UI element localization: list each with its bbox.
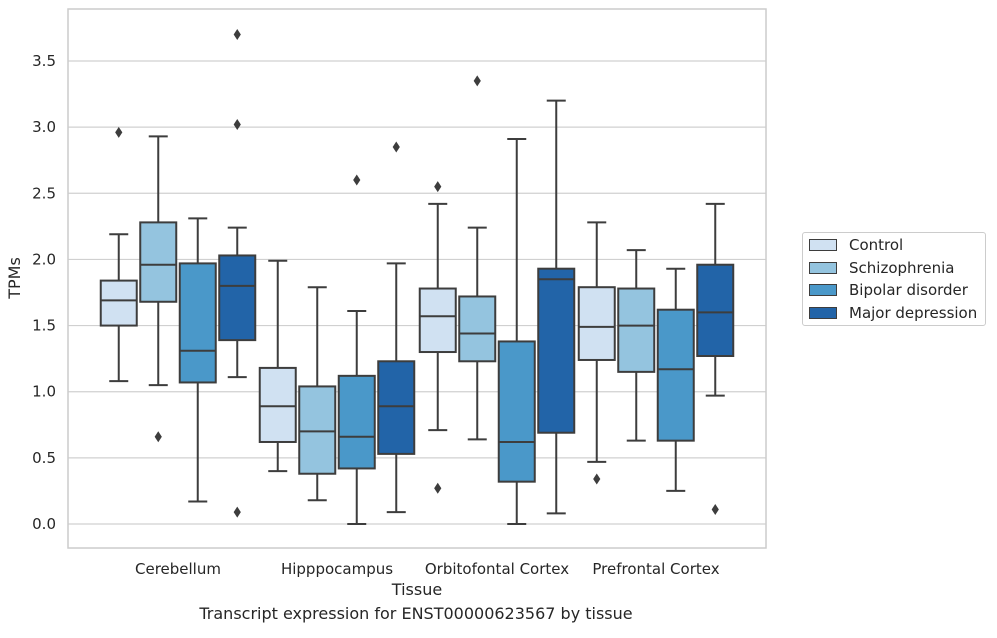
legend-label-control: Control [849,236,904,254]
legend-item-major-depression: Major depression [809,302,977,324]
box-0-0 [99,126,138,383]
legend-item-bipolar-disorder: Bipolar disorder [809,279,968,301]
outlier-point [233,506,241,518]
y-tick-labels: 0.0 0.5 1.0 1.5 2.0 2.5 3.0 3.5 [32,52,56,533]
box-body [99,279,138,327]
x-tick-label: Cerebellum [135,560,221,578]
box-2-0 [178,217,217,503]
box-3-0 [218,29,257,518]
y-tick-label: 2.5 [32,184,56,202]
boxes [99,29,735,525]
box-0-1 [258,259,297,473]
y-tick-label: 0.5 [32,449,56,467]
legend-item-control: Control [809,234,903,256]
y-tick-label: 2.0 [32,250,56,268]
box-body [577,286,616,361]
box-body [139,221,178,303]
box-0-3 [577,221,616,485]
box-body [497,340,536,483]
box-body [258,366,297,443]
outlier-point [593,473,601,485]
box-3-3 [696,202,735,515]
box-3-2 [537,99,576,515]
legend-swatch-bipolar-disorder [809,284,837,296]
box-body [337,374,376,470]
legend-swatch-schizophrenia [809,262,837,274]
plot-frame [67,8,767,549]
box-2-1 [337,174,376,525]
box-body [178,262,217,384]
box-1-0 [139,135,178,443]
outlier-point [154,431,162,443]
x-tick-labels: Cerebellum Hipppocampus Orbitofontal Corte… [135,560,720,578]
outlier-point [353,174,361,186]
y-tick-label: 3.0 [32,118,56,136]
x-tick-label: Hipppocampus [281,560,393,578]
box-body [418,287,457,354]
figure-caption: Transcript expression for ENST0000062356… [199,604,633,623]
outlier-point [233,118,241,130]
box-1-2 [458,75,497,441]
box-2-2 [497,138,536,525]
outlier-point [115,126,123,138]
box-body [696,263,735,357]
y-tick-label: 1.0 [32,383,56,401]
y-tick-label: 1.5 [32,317,56,335]
legend-label-bipolar-disorder: Bipolar disorder [849,281,968,299]
outlier-point [392,141,400,153]
x-tick-label: Orbitofontal Cortex [425,560,569,578]
box-body [458,295,497,363]
box-body [656,308,695,442]
legend-label-schizophrenia: Schizophrenia [849,259,955,277]
box-body [617,287,656,373]
outlier-point [473,75,481,87]
legend-label-major-depression: Major depression [849,304,978,322]
box-1-1 [298,286,337,502]
box-0-2 [418,181,457,494]
y-axis-label: TPMs [5,257,24,300]
box-3-1 [377,141,416,514]
x-axis-label: Tissue [391,580,442,599]
x-tick-label: Prefrontal Cortex [592,560,719,578]
box-2-3 [656,267,695,492]
box-body [298,385,337,475]
outlier-point [233,29,241,41]
outlier-point [434,181,442,193]
box-body [218,254,257,342]
legend-item-schizophrenia: Schizophrenia [809,257,954,279]
outlier-point [711,503,719,515]
box-body [377,360,416,455]
outlier-point [434,482,442,494]
legend-swatch-major-depression [809,307,837,319]
legend: Control Schizophrenia Bipolar disorder M… [802,232,986,326]
box-body [537,267,576,434]
y-tick-label: 0.0 [32,515,56,533]
y-tick-label: 3.5 [32,52,56,70]
box-1-3 [617,249,656,442]
legend-swatch-control [809,239,837,251]
